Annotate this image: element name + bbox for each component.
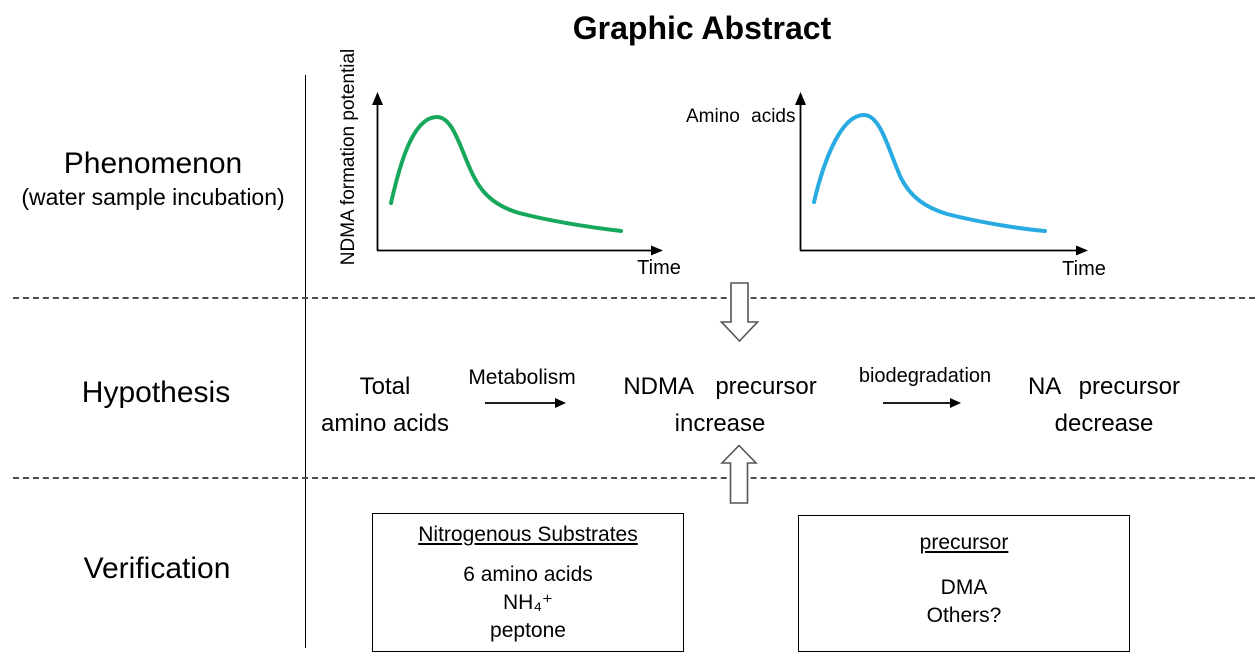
chart-right-x-axis-label: Time [1062,258,1106,280]
substrates-item: peptone [490,619,566,642]
biodegradation-arrowhead-icon [950,398,961,408]
flow-end-line2: decrease [1054,410,1154,437]
substrates-item: 6 amino acids [463,563,593,586]
flow-source-line2: amino acids [320,410,450,437]
block-up-arrow-icon [720,444,758,504]
section-label-verification: Verification [84,552,231,586]
flow-end-line1: NA precursor [1027,373,1181,400]
substrates-heading: Nitrogenous Substrates [418,523,638,546]
dashed-divider-top [13,297,1255,299]
phenomenon-sublabel: (water sample incubation) [21,184,285,210]
flow-mid-text: NDMA precursor increase [623,368,816,442]
verification-label: Verification [83,552,231,585]
chart-right-axes [795,92,1088,256]
vertical-divider [305,75,306,648]
hypothesis-label: Hypothesis [81,376,231,409]
chart-left-x-axis-label: Time [637,257,681,279]
metabolism-arrowhead-icon [555,398,566,408]
chart-left-curve [389,114,623,233]
metabolism-label: Metabolism [468,366,576,389]
chart-right-y-axis-label: Amino acids [686,106,796,127]
chart-right-curve [812,112,1047,233]
precursor-item: Others? [926,604,1002,627]
flow-source-text: Total amino acids [321,368,449,442]
substrates-item: NH₄⁺ [503,591,553,614]
flow-end-text: NA precursor decrease [1028,368,1180,442]
flow-mid-line2: increase [674,410,766,437]
chart-left-y-axis-label: NDMA formation potential [338,48,359,266]
page-title: Graphic Abstract [572,10,832,46]
section-label-hypothesis: Hypothesis [82,376,230,410]
chart-right-y-arrowhead-icon [795,92,806,105]
dashed-divider-bottom [13,477,1255,479]
biodegradation-label: biodegradation [858,365,992,387]
metabolism-arrow [485,398,566,408]
chart-left-y-arrowhead-icon [372,92,383,105]
section-label-phenomenon: Phenomenon (water sample incubation) [21,147,284,211]
chart-right-x-arrowhead-icon [1076,245,1088,256]
precursor-item: DMA [940,576,988,599]
block-down-arrow-icon [719,282,760,343]
precursor-box: precursor DMA Others? [798,515,1130,652]
precursor-heading: precursor [919,531,1009,554]
biodegradation-arrow [883,398,961,408]
phenomenon-label: Phenomenon [63,147,243,180]
substrates-box: Nitrogenous Substrates 6 amino acids NH₄… [372,513,684,652]
chart-left-axes [372,92,663,256]
chart-left-x-arrowhead-icon [651,245,663,256]
flow-source-line1: Total [359,373,411,400]
flow-mid-line1: NDMA precursor [623,373,817,400]
